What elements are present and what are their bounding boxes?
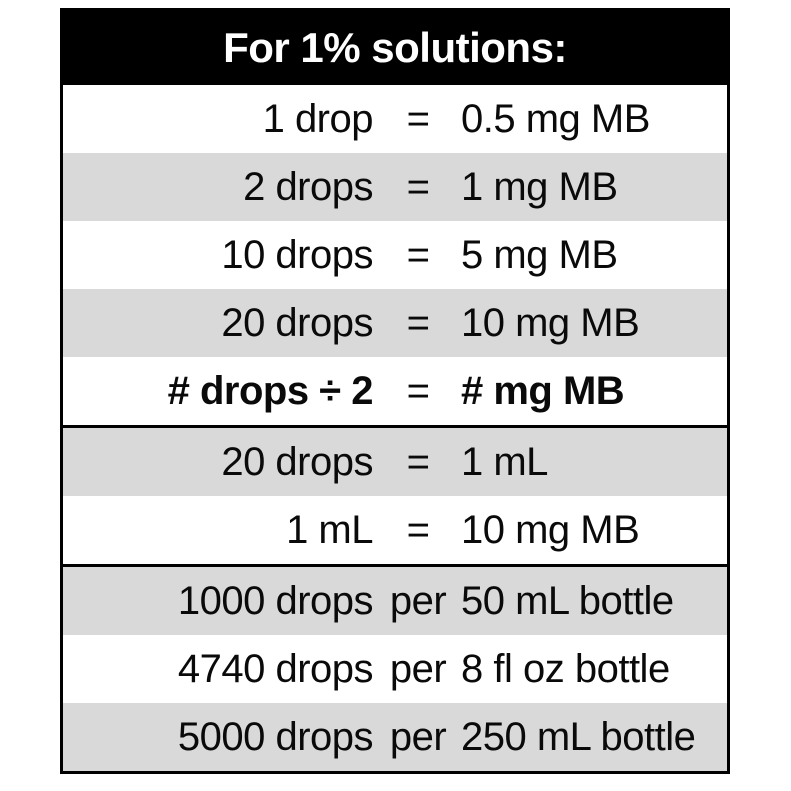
table-row-1-drop: 1 drop = 0.5 mg MB xyxy=(63,85,727,153)
table-row-2-drops: 2 drops = 1 mg MB xyxy=(63,153,727,221)
row-operator: = xyxy=(406,232,430,277)
row-left-value: 10 drops xyxy=(221,232,373,277)
table-row-20-drops-ml: 20 drops = 1 mL xyxy=(63,425,727,496)
row-left-value: # drops ÷ 2 xyxy=(167,368,374,413)
solutions-table: For 1% solutions: 1 drop = 0.5 mg MB 2 d… xyxy=(60,8,730,774)
row-right-value: 10 mg MB xyxy=(461,300,640,345)
row-left-value: 2 drops xyxy=(243,164,373,209)
table-title: For 1% solutions: xyxy=(223,24,567,71)
row-left-value: 1 mL xyxy=(286,507,373,552)
row-operator: = xyxy=(406,96,430,141)
row-operator: per xyxy=(389,578,447,623)
row-operator: = xyxy=(406,507,430,552)
row-right-value: 250 mL bottle xyxy=(461,714,696,759)
table-row-10-drops: 10 drops = 5 mg MB xyxy=(63,221,727,289)
table-row-8floz-bottle: 4740 drops per 8 fl oz bottle xyxy=(63,635,727,703)
row-operator: per xyxy=(389,714,447,759)
row-operator: = xyxy=(406,300,430,345)
row-right-value: # mg MB xyxy=(461,368,625,413)
row-left-value: 20 drops xyxy=(221,439,373,484)
row-right-value: 5 mg MB xyxy=(461,232,618,277)
table-row-50ml-bottle: 1000 drops per 50 mL bottle xyxy=(63,564,727,635)
row-right-value: 0.5 mg MB xyxy=(461,96,650,141)
row-right-value: 50 mL bottle xyxy=(461,578,674,623)
row-left-value: 20 drops xyxy=(221,300,373,345)
row-right-value: 1 mg MB xyxy=(461,164,618,209)
row-right-value: 10 mg MB xyxy=(461,507,640,552)
table-row-250ml-bottle: 5000 drops per 250 mL bottle xyxy=(63,703,727,771)
row-operator: = xyxy=(406,164,430,209)
row-left-value: 1000 drops xyxy=(177,578,374,623)
table-row-1-ml: 1 mL = 10 mg MB xyxy=(63,496,727,564)
row-left-value: 1 drop xyxy=(262,96,374,141)
row-operator: = xyxy=(406,439,430,484)
row-left-value: 5000 drops xyxy=(177,714,374,759)
table-row-20-drops-mg: 20 drops = 10 mg MB xyxy=(63,289,727,357)
row-operator: per xyxy=(389,646,447,691)
row-left-value: 4740 drops xyxy=(177,646,374,691)
row-right-value: 8 fl oz bottle xyxy=(461,646,670,691)
table-header: For 1% solutions: xyxy=(63,11,727,85)
row-right-value: 1 mL xyxy=(461,439,548,484)
table-row-formula: # drops ÷ 2 = # mg MB xyxy=(63,357,727,425)
row-operator: = xyxy=(406,368,430,413)
